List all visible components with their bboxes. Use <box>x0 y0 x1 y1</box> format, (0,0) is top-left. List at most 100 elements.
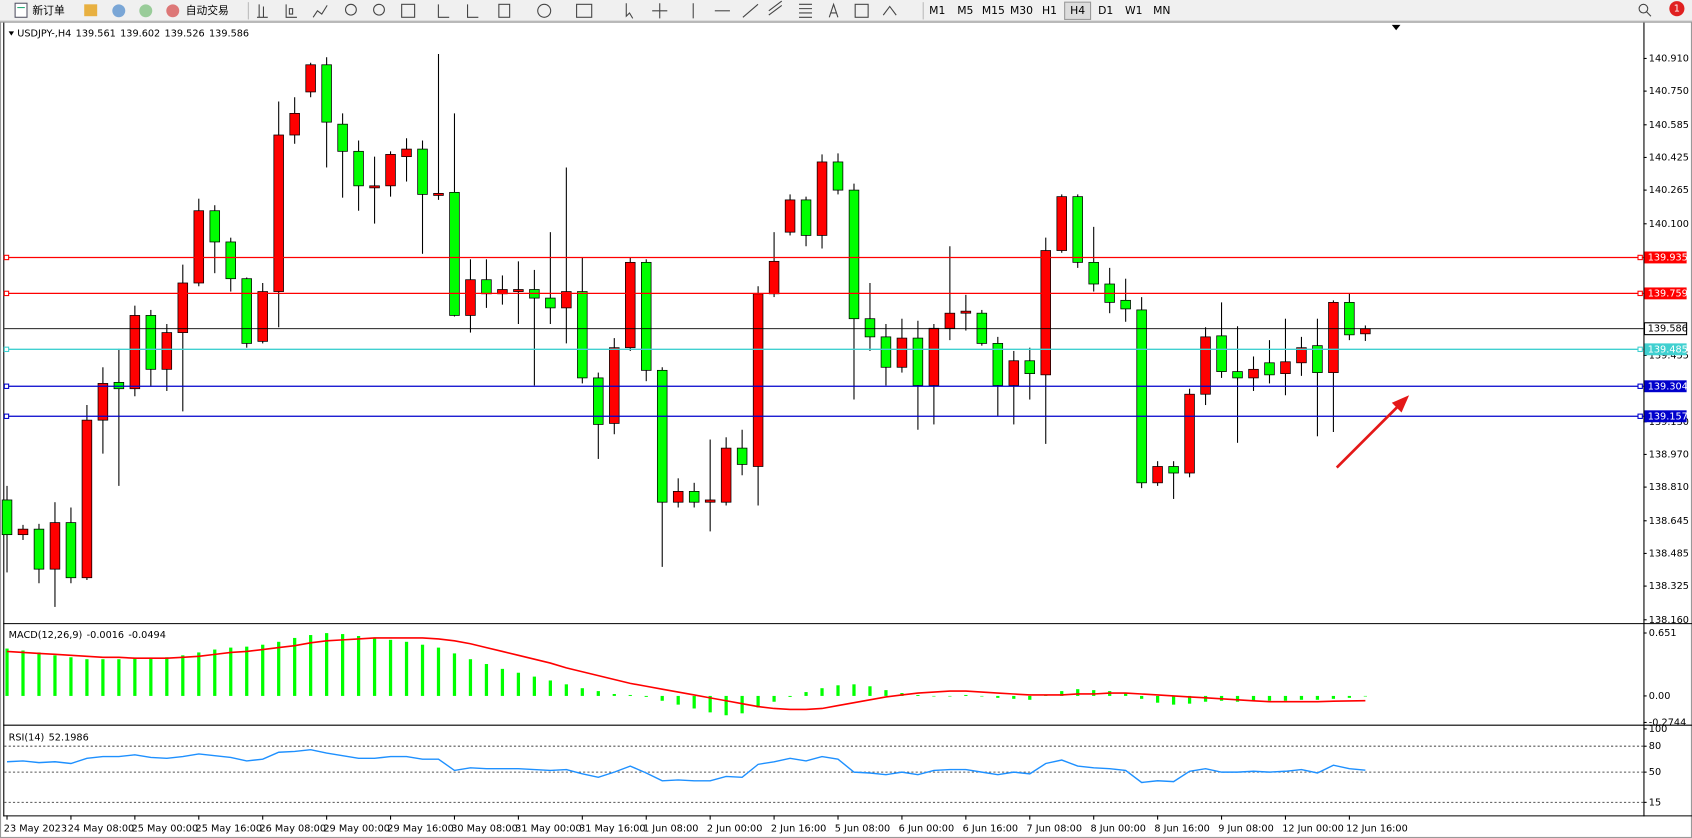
macd-bar <box>500 668 505 696</box>
header-value: 139.561 <box>76 28 116 39</box>
macd-bar <box>724 695 728 716</box>
toolbar-icon[interactable] <box>139 4 153 18</box>
x-tick-label: 2 Jun 16:00 <box>771 823 826 834</box>
candle-body <box>273 134 284 292</box>
indicator-icon[interactable] <box>498 3 511 18</box>
candle-body <box>417 148 428 195</box>
candle-body <box>656 369 668 503</box>
search-icon[interactable] <box>1638 3 1649 14</box>
macd-bar <box>165 657 169 696</box>
candle-body <box>1184 393 1195 474</box>
price-label: 139.157 <box>1648 411 1688 422</box>
panel-title: RSI(14) <box>9 733 45 744</box>
panel-header: USDJPY-,H4 139.561 139.602 139.526 139.586 <box>17 28 249 39</box>
candle-body <box>1024 360 1036 374</box>
candle-body <box>1 499 13 536</box>
autoscroll-icon[interactable] <box>437 4 450 18</box>
panel-header: MACD(12,26,9) -0.0016 -0.0494 <box>9 630 166 641</box>
y-tick-label: 138.485 <box>1649 548 1689 559</box>
timeframe-button[interactable]: D1 <box>1098 4 1113 17</box>
macd-bar <box>548 680 552 696</box>
bar-chart-icon[interactable] <box>256 4 268 18</box>
candle-icon[interactable] <box>285 4 297 18</box>
candle-body <box>481 279 492 295</box>
macd-bar <box>1315 695 1320 700</box>
period-icon[interactable] <box>537 3 552 18</box>
toolbar-icon[interactable] <box>84 4 98 17</box>
text-icon[interactable] <box>828 2 839 18</box>
y-tick-label: 140.750 <box>1649 86 1689 97</box>
candle-body <box>321 64 332 123</box>
auto-trading-button[interactable]: 自动交易 <box>166 4 229 18</box>
timeframe-button[interactable]: M1 <box>929 4 945 17</box>
timeframe-button[interactable]: W1 <box>1125 4 1143 17</box>
tile-icon[interactable] <box>401 3 416 18</box>
channel-icon[interactable] <box>768 0 783 16</box>
timeframe-button[interactable]: M15 <box>982 4 1005 17</box>
new-order-button[interactable]: 新订单 <box>14 2 65 18</box>
macd-bar <box>133 658 137 696</box>
trendline-icon[interactable] <box>742 3 759 18</box>
fibo-icon[interactable] <box>799 3 812 18</box>
price-label: 139.304 <box>1648 381 1688 392</box>
macd-bar <box>532 676 536 696</box>
candle-body <box>449 191 460 316</box>
candle-body <box>97 383 109 421</box>
macd-bar <box>1235 695 1240 702</box>
x-tick-label: 26 May 08:00 <box>259 823 326 834</box>
chart-shift-marker[interactable] <box>1391 24 1401 31</box>
line-handle <box>1637 383 1643 389</box>
arrow-head <box>1391 395 1410 413</box>
candle-body <box>1056 196 1067 251</box>
arrows-icon[interactable] <box>882 5 897 16</box>
timeframe-button[interactable]: MN <box>1153 4 1170 17</box>
timeframe-button[interactable]: H1 <box>1042 4 1057 17</box>
y-tick-label: 0.00 <box>1649 691 1671 702</box>
macd-bar <box>484 664 489 696</box>
shift-icon[interactable] <box>467 4 479 18</box>
candle-body <box>1232 371 1243 379</box>
label-icon[interactable] <box>854 3 869 18</box>
candle-body <box>1344 301 1355 336</box>
candle-body <box>1264 362 1275 376</box>
macd-bar <box>1156 695 1160 703</box>
macd-bar <box>309 635 313 696</box>
macd-bar <box>756 695 760 708</box>
x-tick-label: 25 May 00:00 <box>132 823 199 834</box>
line-icon[interactable] <box>312 5 328 18</box>
macd-bar <box>564 684 568 696</box>
candle-body <box>113 382 125 390</box>
timeframe-button[interactable]: H4 <box>1070 4 1085 17</box>
panel-title: MACD(12,26,9) <box>9 630 83 641</box>
macd-bar <box>1299 695 1304 700</box>
symbol-menu-marker[interactable] <box>8 31 15 36</box>
chart-window <box>0 21 1692 838</box>
x-tick-label: 2 Jun 00:00 <box>707 823 762 834</box>
toolbar-icon[interactable] <box>112 4 126 18</box>
macd-bar <box>676 695 680 705</box>
candle-body <box>33 528 45 570</box>
notification-count: 1 <box>1674 4 1680 15</box>
template-icon[interactable] <box>576 3 593 18</box>
macd-bar <box>820 688 824 696</box>
timeframe-button[interactable]: M30 <box>1010 4 1033 17</box>
macd-bar <box>1267 695 1272 701</box>
cursor-icon[interactable] <box>625 3 634 19</box>
candle-body <box>625 261 636 349</box>
x-tick-label: 1 Jun 08:00 <box>643 823 698 834</box>
candle-body <box>433 192 444 196</box>
y-tick-label: 138.645 <box>1649 516 1689 527</box>
plot-layer: 140.910 140.750 140.585 140.425 140.265 140.1… <box>1 28 1689 834</box>
macd-bar <box>388 639 393 696</box>
macd-bar <box>372 637 377 696</box>
chart-type-icons[interactable] <box>256 0 1652 19</box>
notification-badge[interactable] <box>1669 1 1685 17</box>
timeframe-button[interactable]: M5 <box>957 4 973 17</box>
crosshair-icon[interactable] <box>652 3 668 19</box>
candle-body <box>257 291 268 342</box>
x-tick-label: 6 Jun 16:00 <box>963 823 1018 834</box>
zoom-in-icon[interactable] <box>344 3 357 16</box>
price-label-box <box>1644 251 1687 264</box>
zoom-out-icon[interactable] <box>373 3 385 16</box>
